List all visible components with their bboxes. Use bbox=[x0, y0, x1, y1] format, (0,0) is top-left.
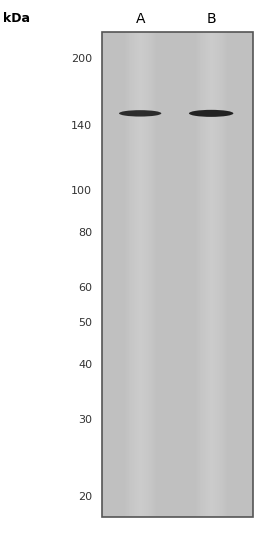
Bar bbox=[226, 32, 227, 517]
Bar bbox=[125, 32, 126, 517]
Text: 200: 200 bbox=[71, 54, 92, 63]
Bar bbox=[216, 32, 217, 517]
Bar bbox=[132, 32, 133, 517]
Bar bbox=[212, 32, 213, 517]
Text: 140: 140 bbox=[71, 122, 92, 132]
Bar bbox=[124, 32, 125, 517]
Bar bbox=[215, 32, 216, 517]
Bar bbox=[198, 32, 199, 517]
Bar bbox=[134, 32, 135, 517]
Bar bbox=[217, 32, 218, 517]
Text: 50: 50 bbox=[78, 318, 92, 327]
Text: 30: 30 bbox=[78, 415, 92, 425]
Bar bbox=[102, 32, 253, 517]
Bar bbox=[136, 32, 137, 517]
Bar bbox=[202, 32, 203, 517]
Bar bbox=[197, 32, 198, 517]
Bar bbox=[220, 32, 221, 517]
Bar bbox=[219, 32, 220, 517]
Bar bbox=[149, 32, 150, 517]
Bar bbox=[203, 32, 204, 517]
Bar bbox=[204, 32, 205, 517]
Bar bbox=[200, 32, 201, 517]
Bar bbox=[209, 32, 210, 517]
Text: 60: 60 bbox=[78, 283, 92, 293]
Bar bbox=[128, 32, 129, 517]
Bar bbox=[213, 32, 214, 517]
Text: A: A bbox=[135, 12, 145, 26]
Bar bbox=[139, 32, 140, 517]
Bar bbox=[214, 32, 215, 517]
Bar bbox=[137, 32, 138, 517]
Bar bbox=[141, 32, 142, 517]
Bar bbox=[155, 32, 156, 517]
Bar bbox=[102, 32, 253, 517]
Bar bbox=[142, 32, 143, 517]
Bar bbox=[152, 32, 153, 517]
Ellipse shape bbox=[189, 110, 233, 117]
Bar bbox=[144, 32, 145, 517]
Bar bbox=[148, 32, 149, 517]
Bar bbox=[225, 32, 226, 517]
Bar bbox=[156, 32, 157, 517]
Bar bbox=[196, 32, 197, 517]
Bar bbox=[201, 32, 202, 517]
Bar bbox=[221, 32, 222, 517]
Bar bbox=[210, 32, 211, 517]
Bar bbox=[218, 32, 219, 517]
Text: 80: 80 bbox=[78, 228, 92, 238]
Bar bbox=[154, 32, 155, 517]
Bar bbox=[140, 32, 141, 517]
Text: kDa: kDa bbox=[3, 12, 29, 25]
Bar bbox=[208, 32, 209, 517]
Bar bbox=[143, 32, 144, 517]
Bar bbox=[150, 32, 151, 517]
Bar bbox=[127, 32, 128, 517]
Bar bbox=[133, 32, 134, 517]
Bar bbox=[147, 32, 148, 517]
Bar bbox=[145, 32, 146, 517]
Bar bbox=[211, 32, 212, 517]
Bar bbox=[131, 32, 132, 517]
Bar bbox=[195, 32, 196, 517]
Bar bbox=[207, 32, 208, 517]
Text: 20: 20 bbox=[78, 492, 92, 502]
Bar bbox=[153, 32, 154, 517]
Bar bbox=[205, 32, 206, 517]
Bar bbox=[130, 32, 131, 517]
Bar bbox=[138, 32, 139, 517]
Bar bbox=[129, 32, 130, 517]
Text: 100: 100 bbox=[71, 185, 92, 196]
Ellipse shape bbox=[119, 110, 161, 117]
Bar bbox=[223, 32, 225, 517]
Text: 40: 40 bbox=[78, 360, 92, 370]
Bar bbox=[206, 32, 207, 517]
Bar bbox=[146, 32, 147, 517]
Bar bbox=[227, 32, 228, 517]
Bar bbox=[151, 32, 152, 517]
Bar bbox=[199, 32, 200, 517]
Bar bbox=[126, 32, 127, 517]
Text: B: B bbox=[206, 12, 216, 26]
Bar bbox=[135, 32, 136, 517]
Bar bbox=[222, 32, 223, 517]
